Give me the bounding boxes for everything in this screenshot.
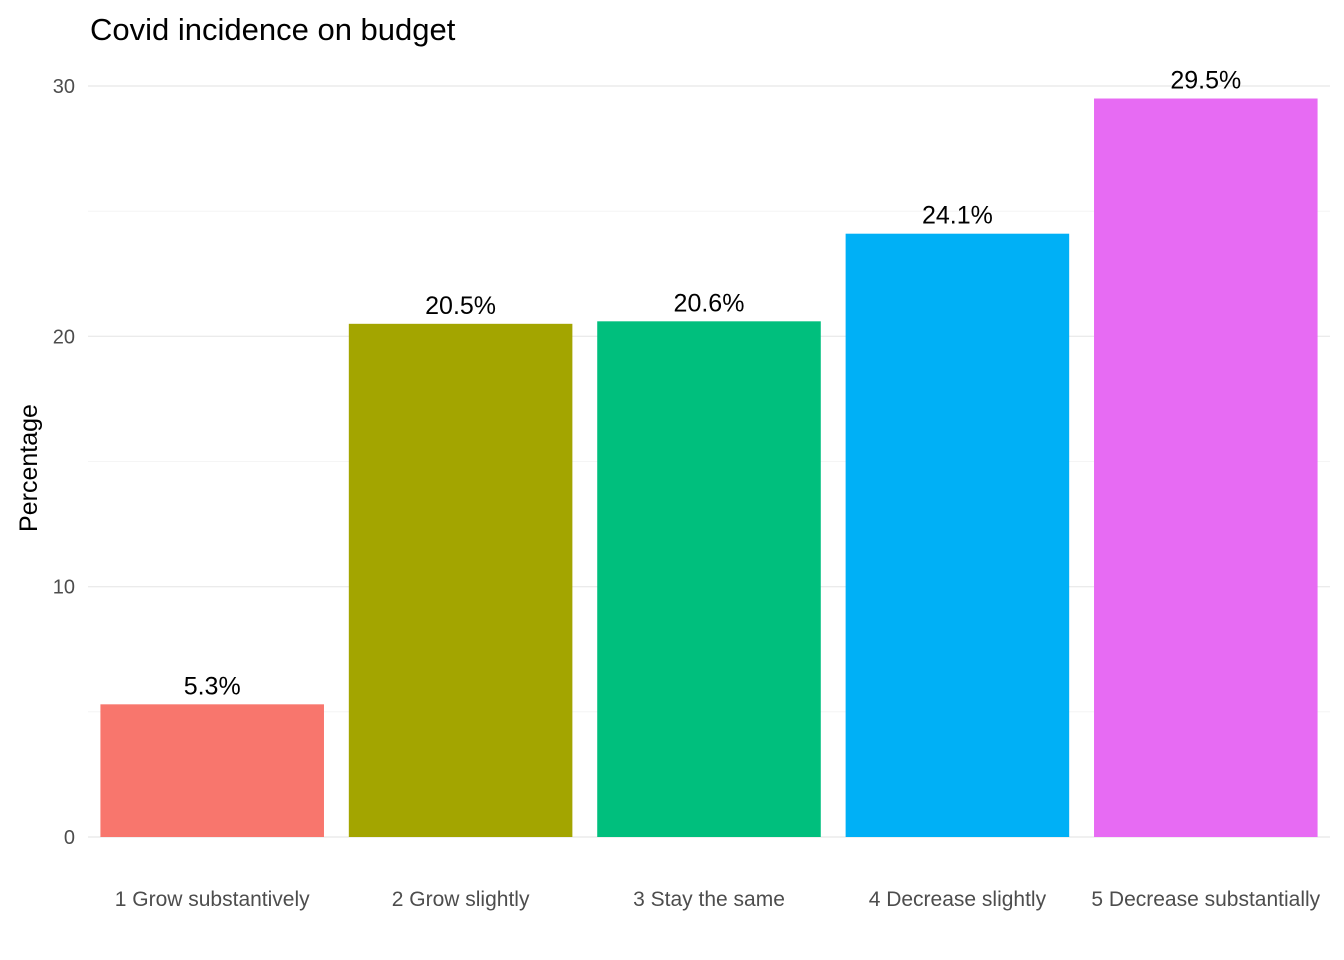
data-label: 5.3% xyxy=(184,672,241,700)
y-axis-ticks: 0 10 20 30 xyxy=(53,76,75,849)
data-label: 20.6% xyxy=(674,289,745,317)
bar xyxy=(845,233,1070,838)
x-tick-label: 3 Stay the same xyxy=(633,888,785,911)
x-tick-label: 2 Grow slightly xyxy=(392,888,530,911)
bar xyxy=(597,321,821,837)
bar xyxy=(100,704,324,837)
x-axis-ticks: 1 Grow substantively 2 Grow slightly 3 Sta… xyxy=(115,888,1321,911)
y-tick-label: 20 xyxy=(53,326,75,348)
y-axis-label: Percentage xyxy=(15,404,43,532)
y-tick-label: 0 xyxy=(64,827,75,849)
x-tick-label: 4 Decrease slightly xyxy=(869,888,1047,911)
data-label: 20.5% xyxy=(425,292,496,320)
bar xyxy=(1094,98,1318,838)
x-tick-label: 1 Grow substantively xyxy=(115,888,310,911)
data-label: 29.5% xyxy=(1170,67,1241,95)
data-labels: 5.3% 20.5% 20.6% 24.1% 29.5% xyxy=(184,67,1242,701)
bars xyxy=(100,98,1318,838)
y-tick-label: 30 xyxy=(53,76,75,98)
y-tick-label: 10 xyxy=(53,577,75,599)
data-label: 24.1% xyxy=(922,202,993,230)
bar xyxy=(348,323,573,838)
chart-title: Covid incidence on budget xyxy=(90,12,456,47)
x-tick-label: 5 Decrease substantially xyxy=(1091,888,1320,911)
